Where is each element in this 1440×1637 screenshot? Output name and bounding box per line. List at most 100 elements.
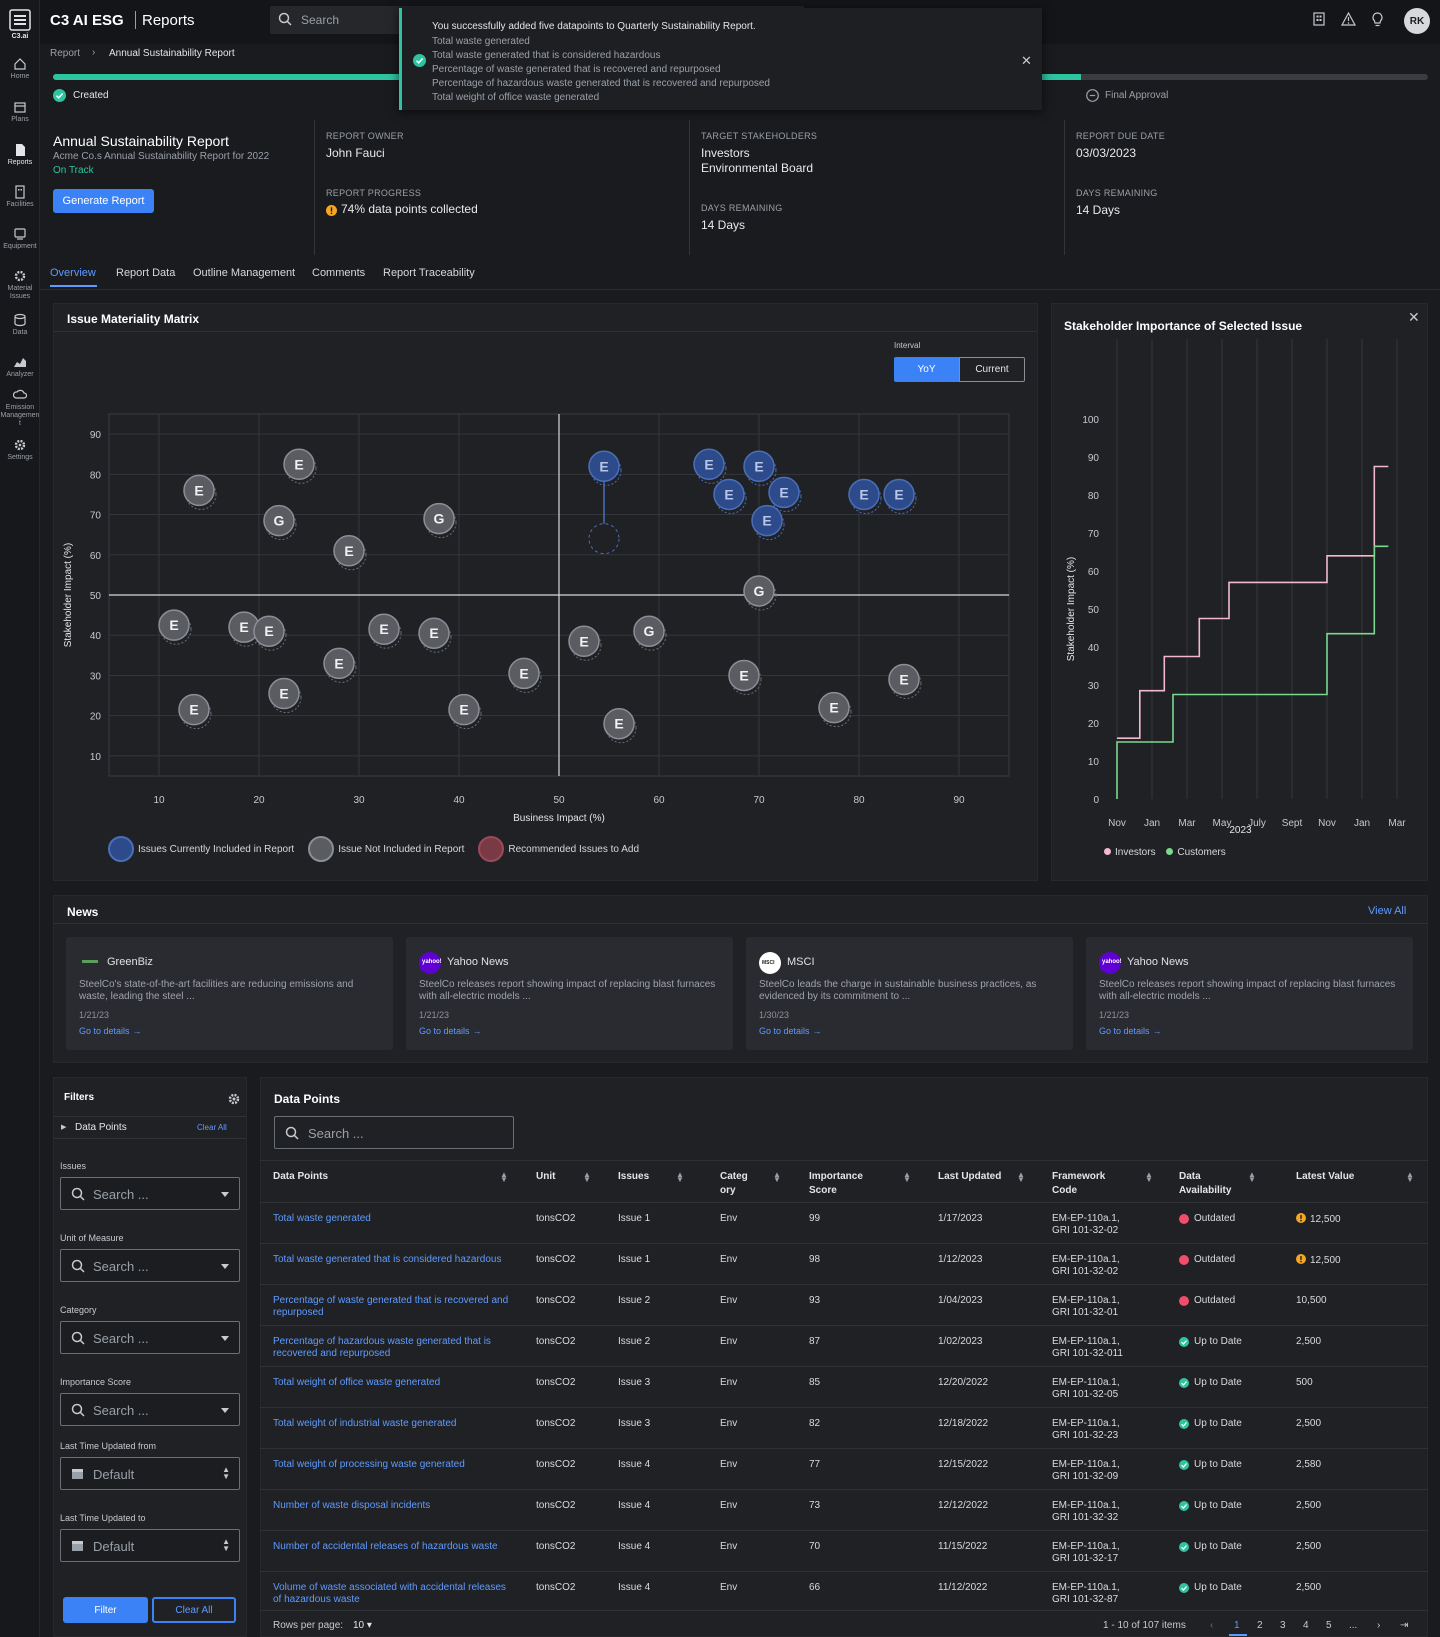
issue-point[interactable]: E (508, 657, 542, 693)
column-header[interactable]: Importance Score (809, 1171, 863, 1196)
issue-point[interactable]: E (448, 693, 482, 730)
rows-per-page-select[interactable]: 10 ▾ (353, 1620, 372, 1631)
sidebar-item-facilities[interactable]: Facilities (0, 185, 40, 209)
column-header[interactable]: Data Points (273, 1171, 329, 1182)
page-ellipsis[interactable]: ... (1349, 1620, 1358, 1631)
column-header[interactable]: Last Updated (938, 1171, 1002, 1182)
data-point-link[interactable]: Percentage of waste generated that is re… (273, 1295, 509, 1318)
search-input[interactable]: Search (301, 13, 340, 27)
go-to-details-link[interactable]: Go to details → (419, 1026, 482, 1036)
brand-name[interactable]: C3 AI ESG (50, 12, 124, 29)
data-point-link[interactable]: Total weight of office waste generated (273, 1377, 441, 1388)
issue-point[interactable]: E (728, 659, 762, 695)
prev-page-icon[interactable]: ‹ (1210, 1620, 1214, 1631)
generate-report-button[interactable]: Generate Report (53, 189, 154, 213)
close-icon[interactable]: ✕ (1408, 309, 1420, 325)
sidebar-item-emission-management[interactable]: Emission Management (0, 388, 40, 428)
included-issue-point[interactable]: E (693, 448, 727, 484)
table-search-input[interactable]: Search ... (308, 1126, 364, 1141)
table-search[interactable]: Search ... (274, 1116, 514, 1149)
issue-point[interactable]: E (178, 693, 212, 730)
c3-logo-icon[interactable] (9, 9, 31, 31)
sidebar-item-plans[interactable]: Plans (0, 100, 40, 124)
sidebar-item-home[interactable]: Home (0, 57, 40, 81)
included-issue-point[interactable]: E (588, 450, 622, 486)
close-icon[interactable]: ✕ (1021, 53, 1032, 68)
page-1[interactable]: 1 (1234, 1620, 1240, 1631)
included-issue-point[interactable]: E (848, 478, 882, 514)
issue-point[interactable]: G (263, 504, 297, 541)
included-issue-point[interactable]: E (883, 478, 917, 514)
sort-icon[interactable]: ▲ ▼ (1145, 1170, 1153, 1184)
importance-select[interactable]: Search ... (60, 1393, 240, 1426)
column-header[interactable]: Issues (618, 1171, 650, 1182)
tab-overview[interactable]: Overview (50, 267, 96, 279)
clear-all-link[interactable]: Clear All (197, 1123, 227, 1132)
issue-point[interactable]: G (633, 615, 667, 651)
data-point-link[interactable]: Total weight of industrial waste generat… (273, 1418, 457, 1429)
section-name[interactable]: Reports (142, 12, 195, 29)
lightbulb-icon[interactable] (1372, 12, 1383, 32)
sidebar-item-data[interactable]: Data (0, 313, 40, 337)
issue-point[interactable]: E (888, 663, 922, 699)
caret-right-icon[interactable]: ▶ (61, 1124, 67, 1131)
issue-point[interactable]: E (158, 609, 192, 645)
avatar[interactable]: RK (1404, 8, 1430, 34)
issue-point[interactable]: E (183, 474, 217, 510)
sidebar-item-equipment[interactable]: Equipment (0, 227, 40, 251)
data-point-link[interactable]: Volume of waste associated with accident… (273, 1582, 506, 1605)
issue-point[interactable]: E (603, 707, 637, 744)
sort-icon[interactable]: ▲ ▼ (676, 1170, 684, 1184)
sort-icon[interactable]: ▲ ▼ (1406, 1170, 1414, 1184)
included-issue-point[interactable]: E (768, 476, 802, 512)
news-card[interactable]: yahoo! Yahoo News SteelCo releases report … (406, 937, 733, 1050)
go-to-details-link[interactable]: Go to details → (1099, 1026, 1162, 1036)
sidebar-item-reports[interactable]: Reports (0, 143, 40, 167)
issue-point[interactable]: E (568, 625, 602, 661)
alert-icon[interactable] (1340, 11, 1357, 31)
data-point-link[interactable]: Number of accidental releases of hazardo… (273, 1541, 498, 1552)
interval-current-button[interactable]: Current (959, 357, 1025, 382)
sidebar-item-settings[interactable]: Settings (0, 438, 40, 462)
issue-point[interactable]: E (333, 535, 367, 571)
news-card[interactable]: yahoo! Yahoo News SteelCo releases report … (1086, 937, 1413, 1050)
column-header[interactable]: Framework Code (1052, 1171, 1106, 1196)
uom-select[interactable]: Search ... (60, 1249, 240, 1282)
view-all-link[interactable]: View All (1368, 905, 1407, 917)
page-2[interactable]: 2 (1257, 1620, 1263, 1631)
column-header[interactable]: Data Availability (1179, 1171, 1232, 1196)
category-select[interactable]: Search ... (60, 1321, 240, 1354)
data-point-link[interactable]: Percentage of hazardous waste generated … (273, 1336, 491, 1359)
settings-gear-icon[interactable] (228, 1092, 240, 1110)
updated-from-select[interactable]: Default ▲ ▼ (60, 1457, 240, 1490)
tab-report-data[interactable]: Report Data (116, 267, 176, 279)
go-to-details-link[interactable]: Go to details → (759, 1026, 822, 1036)
issue-point[interactable]: E (818, 691, 852, 728)
news-card[interactable]: MSCI MSCI SteelCo leads the charge in sust… (746, 937, 1073, 1050)
issue-point[interactable]: E (368, 613, 402, 649)
column-header[interactable]: Unit (536, 1171, 556, 1182)
clear-all-button[interactable]: Clear All (152, 1597, 236, 1623)
issues-select[interactable]: Search ... (60, 1177, 240, 1210)
issue-point[interactable]: G (423, 502, 457, 539)
data-point-link[interactable]: Total waste generated (273, 1213, 371, 1224)
sidebar-item-analyzer[interactable]: Analyzer (0, 355, 40, 379)
sort-icon[interactable]: ▲ ▼ (583, 1170, 591, 1184)
data-points-filter[interactable]: Data Points (75, 1122, 127, 1133)
breadcrumb-parent[interactable]: Report (50, 48, 81, 59)
column-header[interactable]: Categ ory (720, 1171, 748, 1196)
last-page-icon[interactable]: ⇥ (1400, 1620, 1409, 1631)
tab-outline-management[interactable]: Outline Management (193, 267, 296, 279)
data-point-link[interactable]: Total weight of processing waste generat… (273, 1459, 465, 1470)
building-icon[interactable] (1313, 12, 1325, 31)
tab-comments[interactable]: Comments (312, 267, 366, 279)
sort-icon[interactable]: ▲ ▼ (773, 1170, 781, 1184)
sort-icon[interactable]: ▲ ▼ (903, 1170, 911, 1184)
included-issue-point[interactable]: E (713, 478, 747, 514)
issue-point[interactable]: E (323, 647, 357, 683)
sort-icon[interactable]: ▲ ▼ (500, 1170, 508, 1184)
included-issue-point[interactable]: E (743, 450, 777, 486)
page-5[interactable]: 5 (1326, 1620, 1332, 1631)
tab-report-traceability[interactable]: Report Traceability (383, 267, 475, 279)
data-point-link[interactable]: Number of waste disposal incidents (273, 1500, 431, 1511)
